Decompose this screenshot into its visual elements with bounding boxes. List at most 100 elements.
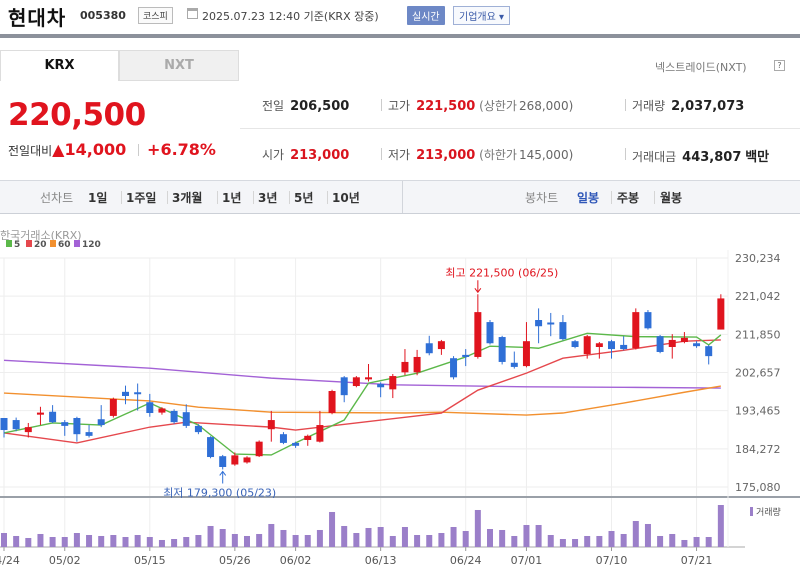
candle-05/20 [182,412,190,426]
chart-source-label: 한국거래소(KRX) [0,229,82,242]
candle-06/18 [413,356,421,373]
candle-05/07 [73,417,81,435]
candle-06/17 [401,361,409,373]
period-2[interactable]: 3개월 [172,191,203,205]
line-chart-label: 선차트 [40,191,74,205]
volume-bar-07/01 [523,525,530,547]
volume-bar-05/30 [280,529,287,547]
volume-bar-07/11 [620,533,627,547]
nextrade-link[interactable]: 넥스트레이드(NXT) [655,61,747,74]
divider [625,99,626,111]
volume-bar-07/09 [596,535,603,547]
volume-bar-05/21 [195,535,202,547]
x-tick-label: 07/21 [681,554,713,567]
tab-nxt[interactable]: NXT [119,50,239,81]
ma-legend-20: 20 [26,240,47,250]
volume-bar-06/11 [353,533,360,547]
divider [253,191,254,204]
candle-06/11 [352,377,360,387]
candle-04/25 [12,420,20,430]
volume-bar-05/16 [158,539,165,547]
legend-swatch [74,240,80,247]
divider [167,191,168,204]
volume-bar-05/02 [61,537,68,547]
candle-05/02 [61,422,69,426]
candle-period-1[interactable]: 주봉 [617,191,640,205]
candle-05/22 [207,437,215,458]
period-1[interactable]: 1주일 [126,191,157,205]
volume-bar-05/19 [171,539,178,547]
period-0[interactable]: 1일 [88,191,108,205]
legend-swatch [26,240,32,247]
high-annotation: 최고 221,500 (06/25) [445,266,558,279]
stat-open: 시가 213,000 [262,148,350,163]
volume-bar-07/14 [632,521,639,547]
volume-bar-04/28 [25,537,32,547]
company-info-dropdown[interactable]: 기업개요 ▾ [453,6,510,25]
volume-bar-05/20 [183,537,190,547]
candle-05/15 [146,402,154,414]
volume-bar-04/24 [1,533,7,547]
volume-bar-07/18 [681,539,688,547]
candle-05/23 [219,456,227,467]
volume-bar-07/21 [693,537,700,547]
volume-bar-07/16 [657,535,664,547]
volume-bar-07/02 [535,525,542,547]
candle-07/04 [559,322,567,340]
candle-period-0[interactable]: 일봉 [577,191,600,205]
volume-bar-07/23 [717,505,724,547]
x-tick-label: 06/13 [365,554,397,567]
volume-legend: 거래량 [750,505,781,518]
candle-06/10 [340,377,348,396]
current-price: 220,500 [8,97,146,133]
volume-bar-06/13 [377,527,384,547]
divider [121,191,122,204]
divider [381,99,382,111]
as-of-timestamp: 2025.07.23 12:40 기준(KRX 장중) [202,10,379,23]
tab-krx[interactable]: KRX [0,50,119,81]
y-tick-label: 202,657 [735,367,781,380]
period-4[interactable]: 3년 [258,191,278,205]
candle-period-2[interactable]: 월봉 [660,191,683,205]
candle-06/04 [304,435,312,440]
candle-06/19 [425,343,433,354]
calendar-icon [187,8,198,19]
volume-bar-06/05 [316,529,323,547]
divider [402,181,403,213]
candle-05/27 [243,457,251,463]
volume-bar-06/16 [389,535,396,547]
candle-07/15 [644,312,652,329]
price-chart[interactable]: 230,234 221,042 211,850 202,657 193,465 184,2… [0,250,800,569]
volume-bar-06/18 [414,535,421,547]
candle-06/13 [377,383,385,388]
candle-05/12 [109,398,117,416]
period-6[interactable]: 10년 [332,191,360,205]
candle-05/26 [231,455,239,465]
volume-bar-04/29 [37,533,44,547]
candle-05/08 [85,432,93,436]
volume-bar-05/14 [134,535,141,547]
candle-04/29 [36,412,44,415]
candle-07/18 [680,337,688,343]
stat-high: 고가 221,500 (상한가 268,000) [388,99,574,114]
candle-07/09 [595,343,603,347]
period-5[interactable]: 5년 [294,191,314,205]
header-divider [0,34,800,38]
stat-volume: 거래량 2,037,073 [632,99,745,114]
x-tick-label: 05/02 [49,554,81,567]
candle-05/16 [158,408,166,413]
y-tick-label: 221,042 [735,290,781,303]
candle-07/21 [693,343,701,347]
volume-bar-06/26 [487,529,493,547]
x-tick-label: 04/24 [0,554,20,567]
volume-bar-05/09 [98,535,105,547]
help-icon[interactable]: ? [774,60,785,71]
ma-120-line [3,359,721,389]
volume-bar-06/20 [438,533,445,547]
realtime-button[interactable]: 실시간 [407,6,445,25]
low-arrow-icon [219,470,227,484]
divider [625,148,626,160]
volume-bar-07/17 [669,533,676,547]
volume-bar-05/29 [268,523,275,547]
period-3[interactable]: 1년 [222,191,242,205]
